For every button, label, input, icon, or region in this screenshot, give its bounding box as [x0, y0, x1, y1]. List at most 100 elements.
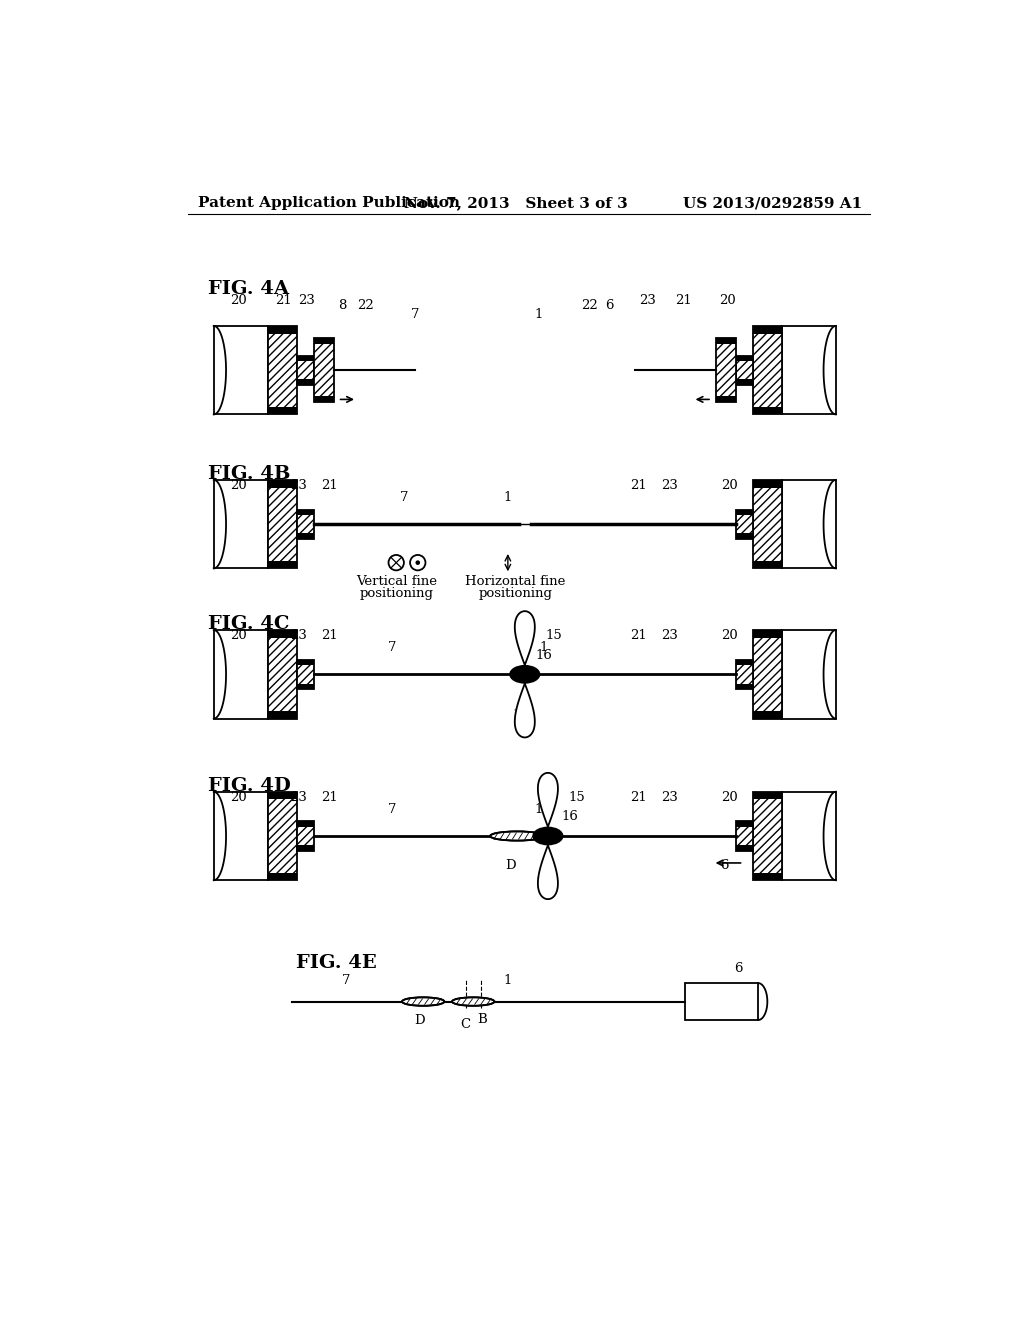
Text: 15: 15: [536, 875, 552, 888]
Text: Patent Application Publication: Patent Application Publication: [199, 197, 461, 210]
Text: 21: 21: [631, 630, 647, 643]
Bar: [736, 533, 753, 539]
Text: 23: 23: [640, 294, 656, 308]
Bar: [214, 480, 267, 569]
Bar: [736, 379, 753, 385]
Circle shape: [388, 554, 403, 570]
Ellipse shape: [490, 832, 544, 841]
Text: 7: 7: [388, 803, 396, 816]
Bar: [297, 821, 313, 850]
Circle shape: [410, 554, 425, 570]
Text: 16: 16: [536, 648, 553, 661]
Text: 20: 20: [230, 479, 247, 492]
Bar: [267, 407, 297, 414]
Bar: [716, 338, 736, 345]
Bar: [753, 630, 782, 638]
Bar: [753, 561, 782, 569]
Bar: [297, 660, 313, 689]
Bar: [753, 630, 782, 718]
Text: 20: 20: [230, 791, 247, 804]
Bar: [736, 845, 753, 850]
Text: 23: 23: [290, 630, 307, 643]
Text: positioning: positioning: [478, 587, 553, 601]
Bar: [736, 684, 753, 689]
Bar: [297, 533, 313, 539]
Bar: [753, 407, 782, 414]
Text: 23: 23: [290, 791, 307, 804]
Text: D: D: [414, 1014, 425, 1027]
Bar: [297, 845, 313, 850]
Text: 20: 20: [721, 630, 738, 643]
Bar: [313, 338, 334, 345]
Polygon shape: [515, 611, 535, 665]
Text: 1: 1: [504, 974, 512, 987]
Text: Vertical fine: Vertical fine: [355, 576, 436, 589]
Bar: [753, 480, 782, 487]
Text: 6: 6: [720, 859, 728, 871]
Bar: [267, 792, 297, 880]
Polygon shape: [538, 774, 558, 826]
Text: 15: 15: [546, 630, 562, 643]
Text: 20: 20: [721, 479, 738, 492]
Text: Nov. 7, 2013   Sheet 3 of 3: Nov. 7, 2013 Sheet 3 of 3: [403, 197, 628, 210]
Polygon shape: [515, 684, 535, 738]
Bar: [736, 510, 753, 539]
Bar: [267, 873, 297, 880]
Bar: [297, 355, 313, 360]
Bar: [313, 396, 334, 403]
Bar: [297, 684, 313, 689]
Text: 15: 15: [513, 708, 529, 721]
Bar: [753, 711, 782, 718]
Bar: [297, 355, 313, 385]
Bar: [736, 660, 753, 689]
Bar: [267, 480, 297, 487]
Text: 20: 20: [719, 294, 735, 308]
Text: 21: 21: [274, 294, 292, 308]
Text: FIG. 4C: FIG. 4C: [208, 615, 289, 634]
Text: 23: 23: [662, 630, 678, 643]
Bar: [736, 510, 753, 515]
Bar: [782, 792, 836, 880]
Text: 20: 20: [230, 630, 247, 643]
Bar: [782, 480, 836, 569]
Text: positioning: positioning: [359, 587, 433, 601]
Bar: [267, 630, 297, 718]
Ellipse shape: [402, 998, 444, 1006]
Bar: [736, 821, 753, 826]
Bar: [267, 326, 297, 334]
Text: 21: 21: [631, 479, 647, 492]
Text: 20: 20: [721, 791, 738, 804]
Text: 23: 23: [662, 479, 678, 492]
Text: 1: 1: [535, 308, 543, 321]
Polygon shape: [538, 845, 558, 899]
Text: 1: 1: [535, 803, 543, 816]
Text: 23: 23: [298, 294, 314, 308]
Text: 16: 16: [561, 810, 578, 824]
Text: 7: 7: [412, 308, 420, 321]
Bar: [736, 355, 753, 385]
Bar: [214, 630, 267, 718]
Ellipse shape: [510, 665, 540, 682]
Bar: [753, 326, 782, 414]
Bar: [267, 630, 297, 638]
Bar: [297, 660, 313, 665]
Bar: [736, 660, 753, 665]
Text: 22: 22: [357, 298, 374, 312]
Text: 21: 21: [631, 791, 647, 804]
Bar: [736, 355, 753, 360]
Text: 8: 8: [338, 298, 346, 312]
Text: FIG. 4E: FIG. 4E: [296, 954, 377, 972]
Bar: [685, 983, 758, 1020]
Bar: [782, 630, 836, 718]
Text: 20: 20: [230, 294, 247, 308]
Text: FIG. 4A: FIG. 4A: [208, 280, 289, 298]
Text: 22: 22: [581, 298, 598, 312]
Bar: [313, 338, 334, 403]
Text: C: C: [461, 1018, 471, 1031]
Bar: [267, 792, 297, 800]
Bar: [753, 792, 782, 800]
Text: 23: 23: [662, 791, 678, 804]
Bar: [267, 480, 297, 569]
Text: 21: 21: [321, 791, 338, 804]
Text: B: B: [477, 1012, 487, 1026]
